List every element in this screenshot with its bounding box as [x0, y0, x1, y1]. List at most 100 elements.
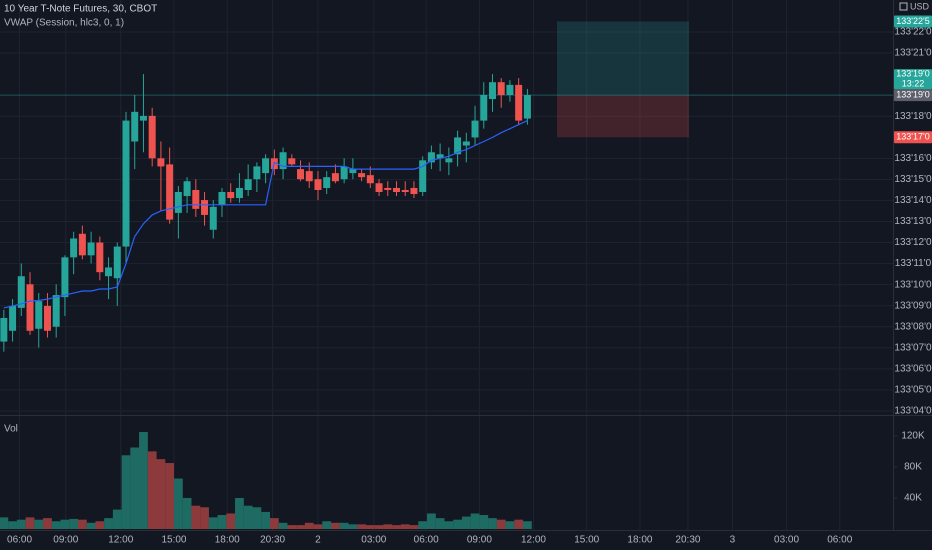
y-tick-label: 133'22'0	[894, 27, 932, 38]
candle-body	[174, 192, 182, 213]
volume-bar	[296, 525, 305, 529]
candle-body	[375, 183, 383, 193]
x-tick-label: 12:00	[108, 535, 133, 546]
currency-icon[interactable]	[899, 2, 908, 11]
candle-body	[227, 192, 235, 199]
volume-bar	[339, 522, 349, 529]
volume-bar	[400, 524, 410, 529]
volume-bar	[200, 507, 209, 529]
x-tick-label: 03:00	[361, 535, 386, 546]
entry-label: 133'19'0	[896, 90, 929, 100]
volume-bar	[357, 524, 366, 529]
volume-bar	[488, 518, 497, 529]
volume-bar	[278, 522, 288, 529]
candle-body	[113, 246, 121, 279]
y-tick-label: 133'06'0	[894, 363, 932, 374]
candle-body	[297, 169, 305, 180]
candle-body	[506, 84, 514, 95]
candle-body	[253, 166, 261, 180]
candle-body	[9, 305, 17, 331]
candle-body	[131, 111, 139, 142]
volume-bar	[514, 519, 524, 529]
candle-body	[148, 115, 156, 159]
y-tick-label: 133'11'0	[895, 258, 932, 269]
volume-bar	[104, 518, 113, 529]
volume-bar	[374, 525, 384, 529]
volume-bar	[139, 431, 148, 529]
candle-body	[471, 120, 479, 138]
y-tick-label: 133'10'0	[894, 279, 932, 290]
candle-body	[35, 301, 43, 329]
candle-body	[87, 242, 95, 256]
volume-bar	[243, 505, 253, 529]
label-layer: 133'04'0 133'05'0 133'06'0 133'07'0 133'08'0…	[7, 15, 932, 546]
candle-body	[61, 257, 69, 298]
candle-body	[139, 115, 147, 121]
volume-bar	[191, 505, 201, 529]
candle-body	[192, 189, 200, 209]
volume-bar	[69, 518, 79, 529]
y-tick-label: 133'15'0	[894, 174, 932, 185]
candle-body	[393, 187, 401, 193]
volume-bar	[43, 518, 52, 529]
candle-body	[445, 158, 453, 163]
volume-bar	[470, 513, 480, 529]
y-tick-label: 133'09'0	[894, 300, 932, 311]
volume-bar	[348, 524, 358, 529]
volume-bar	[34, 519, 44, 529]
symbol-title: 10 Year T-Note Futures, 30, CBOT	[4, 4, 157, 15]
volume-bar	[269, 518, 279, 529]
volume-bar	[444, 521, 454, 529]
volume-bar	[156, 459, 166, 529]
candle-body	[419, 160, 427, 193]
currency-label[interactable]: USD	[910, 1, 930, 11]
loss-zone	[557, 95, 689, 138]
volume-bar	[252, 507, 262, 529]
candle-body	[314, 179, 322, 190]
volume-bar	[522, 521, 532, 529]
candle-body	[480, 94, 488, 121]
candle-body	[17, 276, 25, 308]
x-tick-label: 15:00	[161, 535, 186, 546]
candle-body	[523, 94, 531, 119]
x-tick-label: 06:00	[414, 535, 439, 546]
volume-bar	[322, 521, 332, 529]
candle-body	[52, 295, 60, 327]
volume-bar	[208, 517, 218, 529]
volume-tick-label: 40K	[904, 493, 922, 504]
countdown-label: 13:22	[902, 79, 925, 89]
volume-bar	[173, 478, 183, 529]
volume-bar	[121, 455, 131, 529]
volume-tick-label: 120K	[901, 430, 925, 441]
y-tick-label: 133'16'0	[894, 153, 932, 164]
volume-bar	[392, 525, 401, 529]
volume-bar	[409, 525, 419, 529]
candle-body	[244, 179, 252, 190]
volume-bar	[217, 515, 227, 529]
y-tick-label: 133'21'0	[894, 48, 932, 59]
volume-bar	[8, 521, 17, 529]
candle-body	[166, 164, 174, 220]
volume-bar	[365, 525, 375, 529]
volume-bar	[182, 497, 192, 529]
x-tick-label: 06:00	[7, 535, 32, 546]
candle-body	[349, 169, 357, 174]
candle-body	[209, 206, 217, 230]
candle-body	[183, 181, 191, 197]
volume-bar	[287, 525, 297, 529]
candle-body	[323, 177, 331, 188]
volume-bar	[226, 513, 236, 529]
entry-label-box	[894, 89, 932, 102]
volume-bar	[418, 521, 428, 529]
volume-bar	[427, 513, 436, 529]
x-tick-label: 3	[730, 535, 736, 546]
x-tick-label: 03:00	[774, 535, 799, 546]
volume-bar	[147, 451, 157, 529]
candle-body	[384, 187, 392, 190]
volume-bar	[165, 463, 175, 529]
y-tick-label: 133'14'0	[894, 195, 932, 206]
volume-bar	[77, 519, 87, 529]
volume-bar	[25, 517, 35, 529]
stop-label-box	[894, 131, 932, 144]
